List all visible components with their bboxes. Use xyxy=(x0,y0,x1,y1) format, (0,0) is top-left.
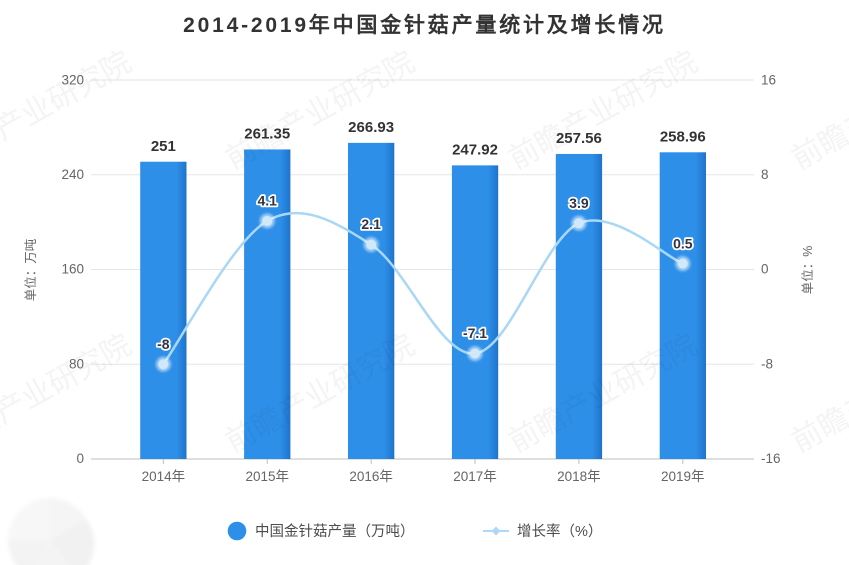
svg-text:2014年: 2014年 xyxy=(142,469,186,484)
svg-text:0: 0 xyxy=(761,262,769,277)
svg-text:251: 251 xyxy=(151,138,176,155)
svg-text:-8: -8 xyxy=(761,357,773,372)
svg-text:2018年: 2018年 xyxy=(557,469,601,484)
svg-text:16: 16 xyxy=(761,73,776,88)
svg-text:2.1: 2.1 xyxy=(361,216,381,232)
svg-text:2017年: 2017年 xyxy=(453,469,497,484)
svg-text:-16: -16 xyxy=(761,451,781,466)
svg-text:-8: -8 xyxy=(157,336,170,352)
svg-text:0.5: 0.5 xyxy=(673,236,693,252)
svg-text:2015年: 2015年 xyxy=(245,469,289,484)
svg-text:2019年: 2019年 xyxy=(661,469,705,484)
svg-text:320: 320 xyxy=(61,73,84,88)
svg-text:增长率（%）: 增长率（%） xyxy=(517,523,602,540)
svg-text:中国金针菇产量（万吨）: 中国金针菇产量（万吨） xyxy=(255,523,415,540)
svg-text:单位：万吨: 单位：万吨 xyxy=(23,238,38,301)
svg-text:160: 160 xyxy=(61,262,84,277)
svg-text:266.93: 266.93 xyxy=(348,119,394,136)
svg-text:240: 240 xyxy=(61,167,84,182)
svg-text:0: 0 xyxy=(76,451,84,466)
svg-text:261.35: 261.35 xyxy=(244,126,290,143)
svg-text:-7.1: -7.1 xyxy=(463,325,487,341)
svg-text:3.9: 3.9 xyxy=(569,195,589,211)
svg-text:8: 8 xyxy=(761,167,769,182)
svg-text:80: 80 xyxy=(69,357,84,372)
svg-text:258.96: 258.96 xyxy=(660,129,706,146)
svg-text:4.1: 4.1 xyxy=(258,193,278,209)
svg-text:2016年: 2016年 xyxy=(349,469,393,484)
svg-text:247.92: 247.92 xyxy=(452,142,498,159)
svg-text:单位：%: 单位：% xyxy=(800,246,815,295)
svg-text:257.56: 257.56 xyxy=(556,130,602,147)
